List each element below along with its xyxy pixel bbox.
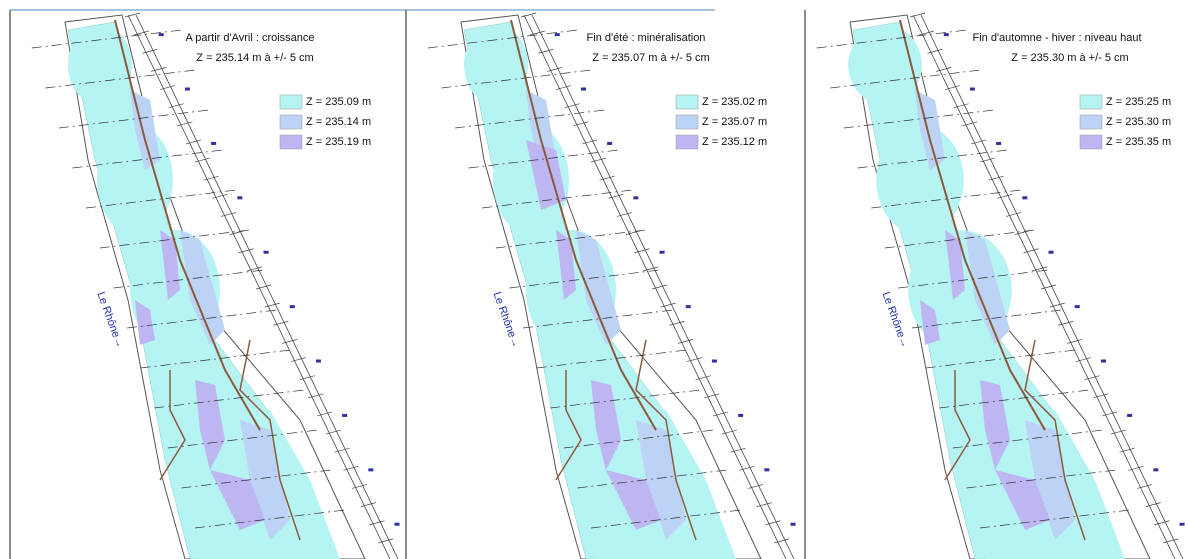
panel-title: A partir d'Avril : croissance (185, 32, 314, 44)
legend-label: Z = 235.19 m (306, 136, 371, 148)
water-zone (464, 25, 528, 105)
legend-swatch (1080, 135, 1102, 149)
legend-swatch (1080, 115, 1102, 129)
panel-title: Fin d'été : minéralisation (587, 32, 706, 44)
marker (1101, 360, 1106, 363)
water-zone (876, 125, 963, 235)
legend-label: Z = 235.30 m (1106, 116, 1171, 128)
marker (686, 305, 691, 308)
legend-label: Z = 235.25 m (1106, 96, 1171, 108)
marker (316, 360, 321, 363)
marker (1180, 523, 1185, 526)
marker (264, 251, 269, 254)
legend-swatch (676, 135, 698, 149)
marker (395, 523, 400, 526)
marker (159, 33, 164, 36)
marker (1127, 414, 1132, 417)
marker (764, 468, 769, 471)
marker (581, 88, 586, 91)
panel-subtitle: Z = 235.14 m à +/- 5 cm (196, 52, 313, 64)
marker (1022, 196, 1027, 199)
marker (368, 468, 373, 471)
marker (1075, 305, 1080, 308)
panel-subtitle: Z = 235.30 m à +/- 5 cm (1011, 52, 1128, 64)
marker (944, 33, 949, 36)
marker (290, 305, 295, 308)
panel-title: Fin d'automne - hiver : niveau haut (972, 32, 1141, 44)
marker (555, 33, 560, 36)
water-zone (68, 25, 132, 105)
figure: A partir d'Avril : croissance Z = 235.14 … (0, 0, 1189, 559)
legend-swatch (676, 115, 698, 129)
legend-label: Z = 235.14 m (306, 116, 371, 128)
legend-swatch (1080, 95, 1102, 109)
legend-label: Z = 235.09 m (306, 96, 371, 108)
legend-swatch (280, 115, 302, 129)
legend-label: Z = 235.35 m (1106, 136, 1171, 148)
marker (211, 142, 216, 145)
marker (712, 360, 717, 363)
legend-label: Z = 235.12 m (702, 136, 767, 148)
legend-swatch (280, 95, 302, 109)
marker (660, 251, 665, 254)
marker (237, 196, 242, 199)
marker (1153, 468, 1158, 471)
marker (607, 142, 612, 145)
legend-swatch (280, 135, 302, 149)
marker (1049, 251, 1054, 254)
marker (633, 196, 638, 199)
legend-swatch (676, 95, 698, 109)
marker (738, 414, 743, 417)
legend-label: Z = 235.02 m (702, 96, 767, 108)
marker (996, 142, 1001, 145)
marker (185, 88, 190, 91)
marker (342, 414, 347, 417)
legend-label: Z = 235.07 m (702, 116, 767, 128)
water-zone (97, 125, 173, 235)
marker (791, 523, 796, 526)
panel-subtitle: Z = 235.07 m à +/- 5 cm (592, 52, 709, 64)
marker (970, 88, 975, 91)
